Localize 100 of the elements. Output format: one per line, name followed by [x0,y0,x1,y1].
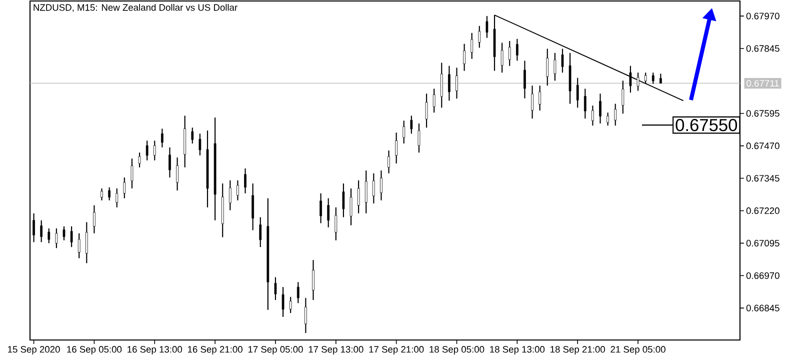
x-tick-label: 21 Sep 05:00 [610,346,666,354]
y-tick-label: 0.67095 [746,240,780,246]
candlestick [130,158,134,189]
candlestick [116,188,118,208]
candlestick [576,77,579,108]
x-tick-label: 18 Sep 21:00 [550,346,605,354]
candlestick [146,140,148,161]
x-tick-label: 16 Sep 21:00 [188,346,242,354]
chart-title: NZDUSD, M15: New Zealand Dollar vs US Dollar [34,4,238,12]
candlestick [296,282,300,304]
candlestick [228,180,232,211]
x-tick-label: 18 Sep 05:00 [430,346,484,354]
candlestick [584,88,586,120]
y-tick-label: 0.66970 [746,272,780,279]
candlestick [546,48,549,86]
candlestick [614,103,617,126]
candlestick [78,232,80,259]
candlestick [410,115,413,134]
candlestick [327,198,330,228]
candlestick [259,216,262,248]
candlestick [138,152,141,168]
candlestick [470,32,474,60]
candlestick [531,85,534,120]
candlestick [191,127,194,144]
candlestick [357,180,360,214]
x-tick-label: 15 Sep 2020 [8,346,60,354]
candlestick [55,228,58,249]
candlestick [48,228,50,244]
candlestick [108,186,111,201]
candlestick [524,60,526,99]
candlestick [486,16,488,38]
candlestick [388,150,390,174]
candlestick [161,128,164,148]
x-tick-label: 17 Sep 05:00 [248,346,303,354]
candlestick [372,172,375,204]
candlestick [70,226,73,248]
y-tick-label: 0.67470 [746,142,780,150]
candlestick [350,188,352,226]
candlestick [236,180,239,201]
candlestick [516,38,518,62]
candlestick [168,146,171,178]
candlestick [304,297,307,334]
candlestick [40,220,43,243]
y-tick-label: 0.67595 [746,110,780,117]
candlestick [334,206,338,241]
candlestick [538,85,542,112]
candlestick [402,120,406,144]
candlestick [282,286,284,318]
candlestick [85,222,88,264]
y-tick-label: 0.67970 [746,12,780,20]
candlestick [32,212,35,243]
candlestick [93,204,96,234]
y-tick-label: 0.66845 [746,304,780,312]
candlestick [636,72,640,92]
candlestick [440,62,443,108]
candlestick [252,182,254,231]
candlestick [629,65,632,94]
candlestick [198,133,202,156]
y-tick-label: 0.67220 [746,207,780,214]
candlestick [312,260,314,301]
candlestick [508,40,511,66]
candlestick [606,112,609,126]
candlestick [320,192,322,224]
candlestick [153,140,156,161]
candlestick [176,156,178,192]
candlestick [364,170,368,214]
ref-line-label: 0.67711 [746,80,779,87]
candlestick [561,48,564,74]
candlestick [380,170,382,201]
candlestick [622,80,624,114]
candlestick [448,65,450,102]
candlestick [62,226,66,241]
x-tick-label: 16 Sep 13:00 [128,346,182,354]
candlestick [395,132,398,164]
candlestick [432,88,436,114]
candlestick [274,276,277,301]
y-tick-label: 0.67345 [746,174,780,182]
candlestick [500,42,504,74]
candlestick [644,72,647,84]
candlestick [463,43,466,72]
x-tick-label: 17 Sep 13:00 [308,346,364,354]
annotation: 0.67550 [676,118,738,132]
candlestick [554,52,556,82]
x-tick-label: 18 Sep 13:00 [490,346,545,354]
candlestick [342,182,345,218]
candlestick [659,73,662,84]
candlestick [289,296,292,314]
x-tick-label: 17 Sep 21:00 [369,346,424,354]
candlestick [425,93,428,128]
candlestick [599,93,602,124]
y-tick-label: 0.67845 [746,45,780,52]
candlestick [592,105,594,126]
candlestick [478,25,481,48]
candlestick [244,168,246,194]
candlestick [123,176,126,199]
candlestick [100,188,103,201]
x-tick-label: 16 Sep 05:00 [67,346,122,354]
candlestick [456,67,458,100]
candlestick [652,72,654,84]
candlestick [418,122,420,154]
